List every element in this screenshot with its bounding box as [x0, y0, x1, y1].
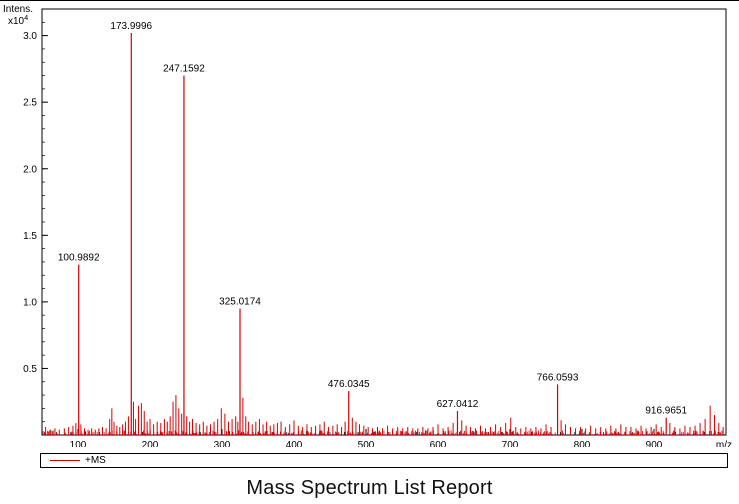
peak-label: 325.0174	[219, 297, 261, 308]
y-tick-label: 2.0	[23, 164, 37, 175]
peak-label: 100.9892	[58, 253, 100, 264]
legend-line-swatch	[50, 460, 80, 461]
spectrum-chart: 100 200 300 400 500 600 700 800 900 0.5 1.0 1.5 2.0 2…	[0, 1, 739, 447]
y-axis-label: Intens.	[3, 4, 33, 15]
x-tick-label: 400	[286, 440, 303, 447]
x-tick-label: 500	[358, 440, 375, 447]
peak-label: 247.1592	[163, 64, 205, 75]
peak-label: 766.0593	[537, 372, 579, 383]
peak-lines	[45, 32, 724, 435]
legend-box: +MS	[40, 453, 728, 468]
x-tick-label: 600	[430, 440, 447, 447]
spectrum-plot-svg: 100 200 300 400 500 600 700 800 900 0.5 1.0 1.5 2.0 2…	[3, 4, 732, 447]
x-tick-label: 700	[502, 440, 519, 447]
peak-labels: 100.9892 173.9996 247.1592 325.0174 476.0345…	[58, 21, 688, 417]
x-axis-label: m/z	[716, 440, 732, 447]
report-title: Mass Spectrum List Report	[246, 477, 493, 499]
x-tick-label: 300	[214, 440, 231, 447]
y-tick-label: 3.0	[23, 31, 37, 42]
x-tick-label: 200	[142, 440, 159, 447]
x-tick-label: 800	[574, 440, 591, 447]
y-tick-label: 0.5	[23, 364, 37, 375]
peak-label: 476.0345	[328, 379, 370, 390]
legend-label: +MS	[85, 454, 106, 466]
peak-label: 916.9651	[645, 406, 687, 417]
y-tick-label: 2.5	[23, 98, 37, 109]
peak-label: 173.9996	[110, 21, 152, 32]
x-tick-label: 100	[70, 440, 87, 447]
y-tick-label: 1.5	[23, 231, 37, 242]
peak-label: 627.0412	[437, 399, 479, 410]
y-tick-label: 1.0	[23, 297, 37, 308]
y-axis-exponent: x104	[8, 13, 28, 27]
x-tick-label: 900	[646, 440, 663, 447]
